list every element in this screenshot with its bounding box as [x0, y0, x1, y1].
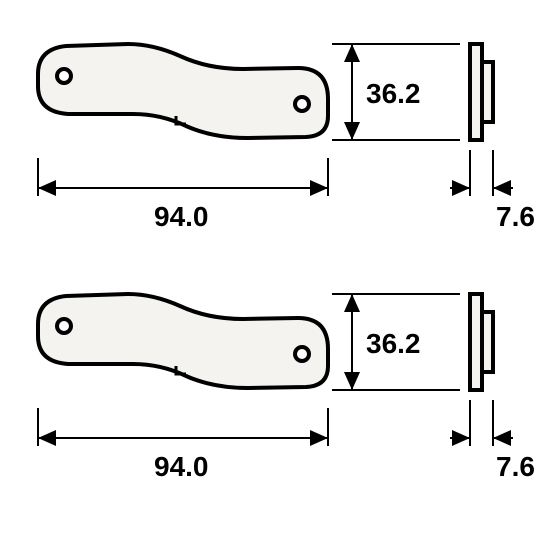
height-label-top: 36.2 — [366, 78, 421, 109]
diagram-container: 36.2 94.0 7.6 36.2 94.0 7.6 — [0, 0, 560, 543]
brake-pad-diagram: 36.2 94.0 7.6 36.2 94.0 7.6 — [0, 0, 560, 543]
width-label-bottom: 94.0 — [154, 451, 209, 482]
width-label-top: 94.0 — [154, 201, 209, 232]
height-label-bottom: 36.2 — [366, 328, 421, 359]
thickness-label-bottom: 7.6 — [496, 451, 535, 482]
thickness-label-top: 7.6 — [496, 201, 535, 232]
